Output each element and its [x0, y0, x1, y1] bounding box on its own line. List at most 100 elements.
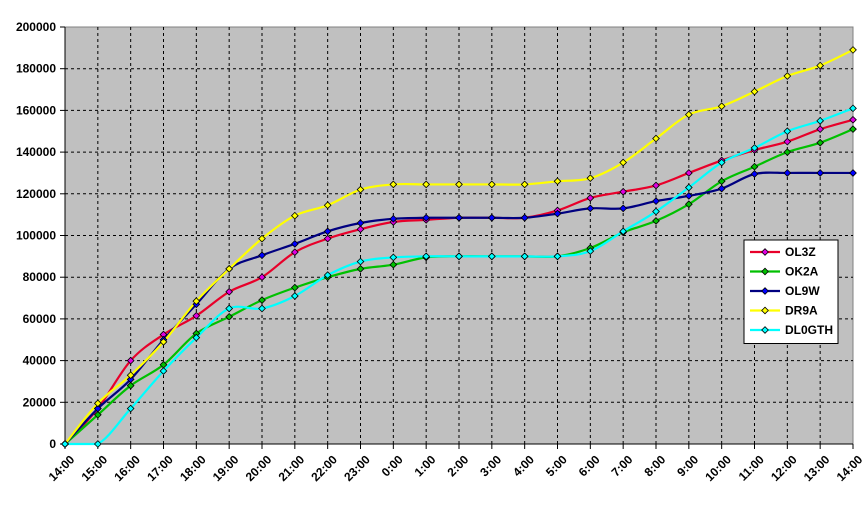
x-tick-label: 23:00	[341, 452, 373, 484]
y-tick-label: 140000	[16, 145, 56, 159]
data-point-dr9a	[849, 46, 857, 54]
data-point-dl0gth	[192, 333, 201, 342]
data-point-dr9a	[520, 180, 529, 189]
data-point-dr9a	[159, 337, 168, 346]
data-point-dr9a	[487, 180, 496, 189]
y-tick-label: 60000	[23, 312, 57, 326]
data-point-ol3z	[225, 287, 234, 296]
data-point-ol3z	[192, 311, 201, 320]
legend-marker-ol3z	[761, 248, 769, 256]
data-point-dr9a	[455, 180, 463, 189]
data-point-dl0gth	[586, 247, 595, 256]
data-point-dl0gth	[816, 116, 825, 125]
data-point-dr9a	[684, 110, 693, 119]
data-point-ol3z	[619, 187, 628, 196]
y-tick-label: 120000	[16, 187, 56, 201]
data-point-dr9a	[258, 234, 266, 243]
data-point-ol9w	[389, 214, 398, 223]
data-point-ol3z	[290, 248, 299, 257]
data-point-dl0gth	[422, 252, 431, 261]
data-point-ol3z	[849, 115, 857, 124]
data-point-dr9a	[356, 185, 365, 194]
data-point-ol3z	[652, 181, 660, 190]
data-point-ol9w	[520, 213, 529, 222]
x-tick-label: 6:00	[576, 452, 603, 479]
data-point-dr9a	[192, 297, 201, 306]
x-tick-label: 17:00	[144, 452, 176, 484]
x-tick-label: 12:00	[768, 452, 800, 484]
data-point-dl0gth	[684, 183, 693, 192]
data-point-ol9w	[290, 239, 299, 248]
data-point-dr9a	[422, 180, 431, 189]
data-point-ok2a	[93, 410, 102, 419]
data-point-ol9w	[717, 184, 726, 193]
y-tick-label: 160000	[16, 103, 56, 117]
data-point-dl0gth	[849, 104, 857, 113]
y-tick-label: 80000	[23, 270, 57, 284]
x-tick-label: 10:00	[702, 452, 734, 484]
data-point-dl0gth	[323, 271, 332, 279]
data-point-ol9w	[619, 204, 628, 213]
data-point-ok2a	[126, 381, 135, 390]
data-point-ol9w	[684, 192, 693, 200]
x-tick-label: 19:00	[210, 452, 242, 484]
y-tick-label: 180000	[16, 62, 56, 76]
data-point-dl0gth	[159, 367, 168, 375]
y-tick-label: 20000	[23, 395, 57, 409]
data-point-dl0gth	[520, 252, 529, 261]
data-point-ol3z	[258, 273, 266, 282]
data-point-dl0gth	[93, 440, 102, 448]
data-point-ok2a	[783, 148, 792, 156]
x-tick-label: 15:00	[79, 452, 111, 484]
x-tick-label: 3:00	[477, 452, 504, 479]
data-point-dr9a	[225, 264, 234, 273]
data-point-ol3z	[323, 234, 332, 243]
legend-marker-ol9w	[761, 287, 769, 295]
data-point-ol9w	[750, 170, 759, 178]
data-point-dr9a	[717, 102, 726, 111]
data-point-ol3z	[684, 169, 693, 177]
x-tick-label: 4:00	[510, 452, 537, 479]
legend: OL3Z OK2A OL9W DR9A DL0GTH	[743, 239, 839, 344]
data-point-dl0gth	[225, 304, 234, 313]
data-point-ol3z	[816, 125, 825, 134]
data-point-ok2a	[684, 200, 693, 209]
x-tick-label: 7:00	[609, 452, 636, 479]
x-tick-label: 16:00	[111, 452, 143, 484]
data-point-ok2a	[652, 217, 660, 225]
data-point-ol9w	[816, 169, 825, 177]
data-point-ol3z	[356, 225, 365, 234]
data-point-dr9a	[652, 134, 660, 143]
data-point-dl0gth	[717, 158, 726, 167]
data-point-ol9w	[323, 227, 332, 236]
data-point-ok2a	[258, 296, 266, 305]
data-point-ol9w	[258, 251, 266, 260]
data-point-dl0gth	[750, 144, 759, 152]
data-point-ok2a	[750, 162, 759, 171]
data-point-dr9a	[783, 72, 792, 80]
y-tick-label: 40000	[23, 354, 57, 368]
data-point-ol9w	[553, 209, 562, 218]
y-tick-label: 100000	[16, 229, 56, 243]
data-point-ok2a	[816, 138, 825, 147]
x-tick-label: 5:00	[543, 452, 570, 479]
data-point-dl0gth	[652, 207, 660, 216]
legend-label-dr9a: DR9A	[785, 304, 818, 318]
y-tick-label: 200000	[16, 20, 56, 34]
data-point-ok2a	[389, 260, 398, 269]
x-tick-label: 14:00	[46, 452, 78, 484]
data-point-dr9a	[553, 177, 562, 186]
legend-label-ok2a: OK2A	[785, 265, 819, 279]
data-point-dr9a	[619, 158, 628, 167]
x-tick-label: 9:00	[674, 452, 701, 479]
x-tick-label: 8:00	[641, 452, 668, 479]
data-point-ok2a	[849, 125, 857, 134]
data-point-dl0gth	[553, 252, 562, 261]
data-point-dl0gth	[290, 292, 299, 300]
x-tick-label: 14:00	[834, 452, 866, 484]
data-point-ol3z	[586, 194, 595, 202]
data-point-dl0gth	[126, 404, 135, 413]
x-tick-label: 13:00	[801, 452, 833, 484]
